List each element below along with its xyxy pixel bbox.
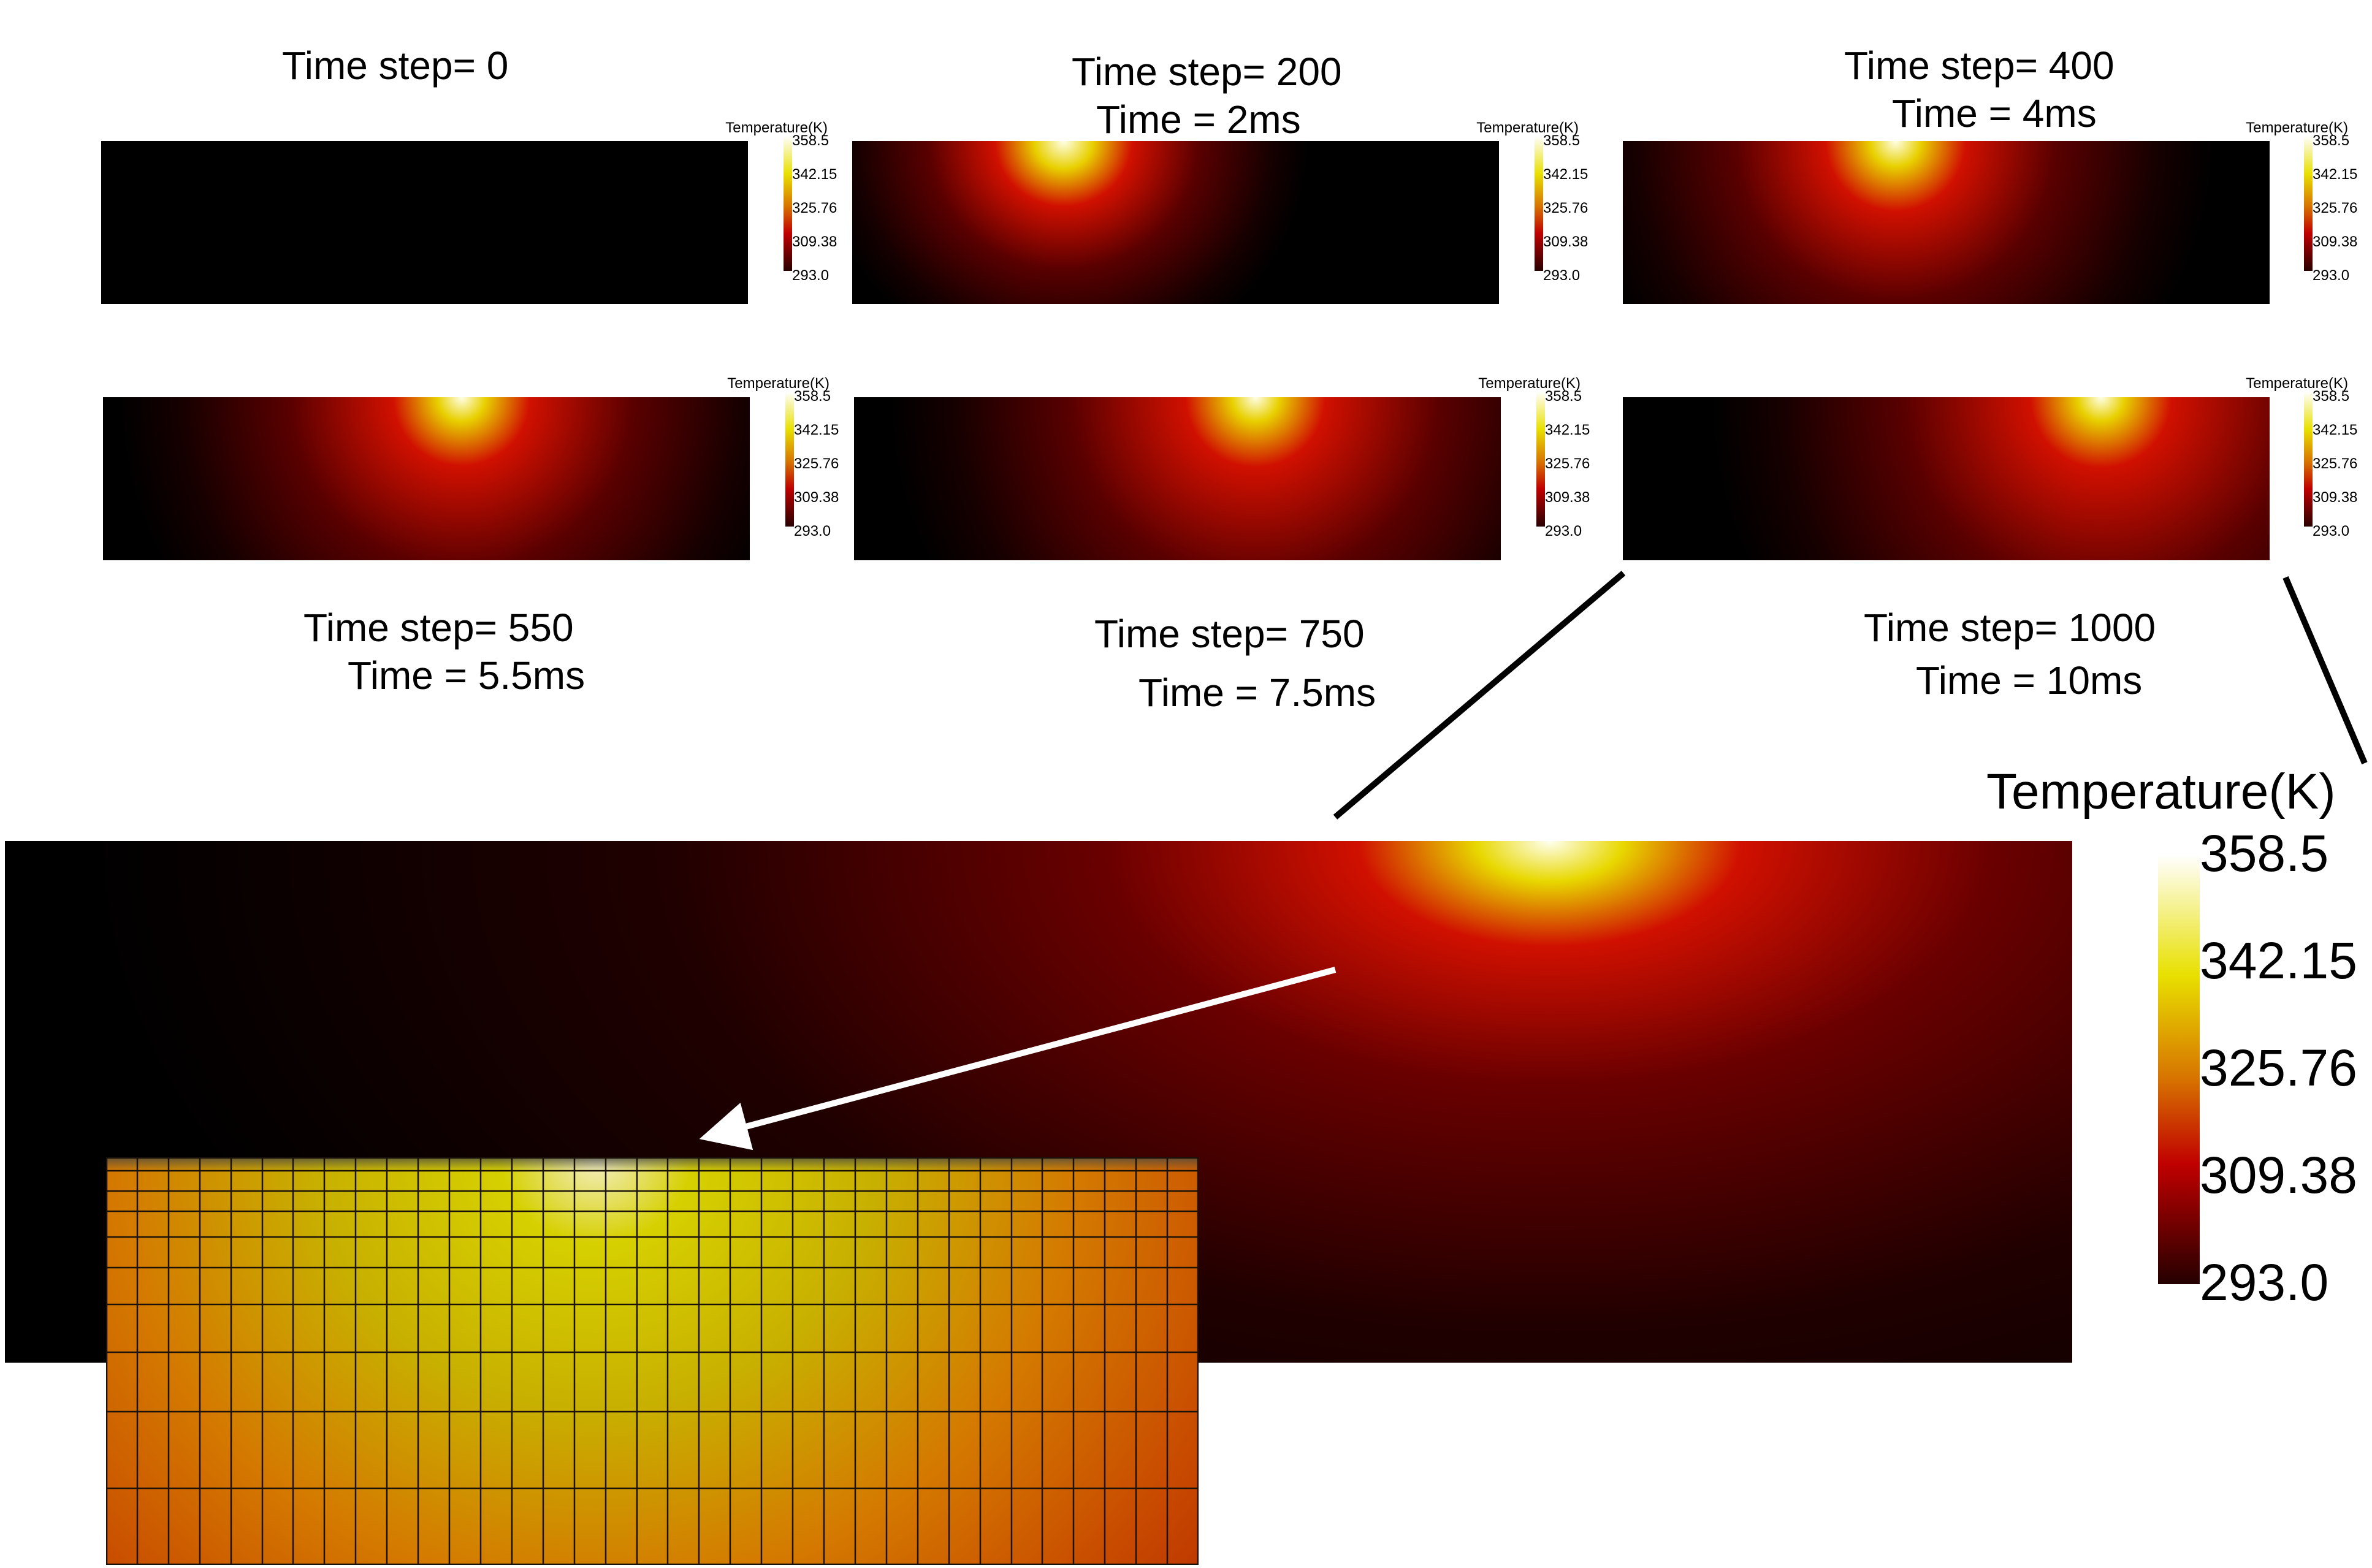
legend-tick: 342.15 bbox=[792, 166, 837, 183]
legend-colorbar bbox=[2304, 392, 2313, 527]
temperature-field bbox=[1623, 141, 2270, 304]
legend-tick: 309.38 bbox=[1543, 234, 1588, 250]
legend-title: Temperature(K) bbox=[1478, 375, 1581, 392]
sim-panel-step-1000 bbox=[1623, 397, 2270, 560]
caption-step-0: Time step= 0 bbox=[282, 42, 508, 89]
legend-tick: 309.38 bbox=[2313, 489, 2358, 506]
legend-tick: 309.38 bbox=[794, 489, 839, 506]
legend-title: Temperature(K) bbox=[727, 375, 829, 392]
legend-title: Temperature(K) bbox=[725, 120, 828, 136]
legend-title: Temperature(K) bbox=[2246, 375, 2348, 392]
legend-colorbar bbox=[785, 392, 794, 527]
legend-colorbar bbox=[784, 136, 792, 271]
legend-tick: 325.76 bbox=[794, 455, 839, 472]
mesh-grid-svg bbox=[105, 1157, 1199, 1566]
mesh-closeup bbox=[105, 1157, 1199, 1566]
color-legend-zoomed: Temperature(K) 358.5 342.15 325.76 309.3… bbox=[1974, 763, 2366, 1315]
legend-tick: 293.0 bbox=[792, 267, 829, 284]
temperature-field bbox=[854, 397, 1501, 560]
sim-panel-step-750 bbox=[854, 397, 1501, 560]
legend-tick: 309.38 bbox=[792, 234, 837, 250]
legend-tick: 342.15 bbox=[1543, 166, 1588, 183]
caption-step-400-line1: Time step= 400 bbox=[1844, 44, 2115, 88]
caption-step-750: Time step= 750 Time = 7.5ms bbox=[1094, 610, 1376, 717]
legend-tick: 342.15 bbox=[794, 422, 839, 438]
legend-tick: 309.38 bbox=[1545, 489, 1590, 506]
legend-colorbar bbox=[2158, 855, 2200, 1284]
legend-colorbar bbox=[1536, 392, 1545, 527]
legend-tick: 325.76 bbox=[1543, 200, 1588, 216]
caption-step-550-line2: Time = 5.5ms bbox=[348, 653, 585, 698]
legend-tick: 342.15 bbox=[1545, 422, 1590, 438]
sim-panel-step-0 bbox=[101, 141, 748, 304]
zoom-connector-line-left bbox=[1333, 571, 1626, 820]
legend-title: Temperature(K) bbox=[1986, 764, 2336, 820]
temperature-field bbox=[852, 141, 1499, 304]
temperature-field bbox=[1623, 397, 2270, 560]
zoom-connector-line-right bbox=[2282, 576, 2368, 764]
legend-title: Temperature(K) bbox=[1476, 120, 1579, 136]
legend-tick: 293.0 bbox=[1543, 267, 1581, 284]
caption-step-200-line1: Time step= 200 bbox=[1072, 50, 1342, 94]
legend-colorbar bbox=[1535, 136, 1543, 271]
legend-tick: 358.5 bbox=[2313, 132, 2350, 149]
caption-step-1000-line2: Time = 10ms bbox=[1916, 658, 2143, 702]
legend-tick: 325.76 bbox=[1545, 455, 1590, 472]
legend-colorbar bbox=[2304, 136, 2313, 271]
caption-step-400: Time step= 400 Time = 4ms bbox=[1844, 42, 2115, 137]
color-legend-step-1000: Temperature(K) 358.5 342.15 325.76 309.3… bbox=[2246, 375, 2372, 553]
legend-tick: 342.15 bbox=[2200, 932, 2357, 989]
legend-tick: 325.76 bbox=[2200, 1039, 2357, 1097]
caption-step-750-line2: Time = 7.5ms bbox=[1138, 671, 1376, 715]
legend-tick: 293.0 bbox=[2313, 267, 2350, 284]
sim-panel-step-400 bbox=[1623, 141, 2270, 304]
legend-tick: 309.38 bbox=[2200, 1146, 2357, 1204]
caption-step-550: Time step= 550 Time = 5.5ms bbox=[303, 604, 585, 699]
color-legend-step-400: Temperature(K) 358.5 342.15 325.76 309.3… bbox=[2246, 120, 2372, 297]
legend-tick: 358.5 bbox=[2313, 388, 2350, 405]
color-legend-step-200: Temperature(K) 358.5 342.15 325.76 309.3… bbox=[1476, 120, 1625, 297]
legend-tick: 358.5 bbox=[792, 132, 829, 149]
color-legend-step-0: Temperature(K) 358.5 342.15 325.76 309.3… bbox=[725, 120, 874, 297]
caption-step-550-line1: Time step= 550 bbox=[303, 606, 574, 650]
caption-step-1000: Time step= 1000 Time = 10ms bbox=[1864, 604, 2156, 704]
legend-tick: 358.5 bbox=[794, 388, 831, 405]
caption-step-200: Time step= 200 Time = 2ms bbox=[1072, 48, 1342, 143]
legend-tick: 358.5 bbox=[2200, 824, 2329, 882]
legend-tick: 325.76 bbox=[792, 200, 837, 216]
legend-tick: 358.5 bbox=[1545, 388, 1582, 405]
legend-tick: 293.0 bbox=[1545, 523, 1582, 539]
legend-tick: 342.15 bbox=[2313, 166, 2358, 183]
legend-tick: 325.76 bbox=[2313, 200, 2358, 216]
legend-title: Temperature(K) bbox=[2246, 120, 2348, 136]
temperature-field bbox=[103, 397, 750, 560]
caption-step-0-line1: Time step= 0 bbox=[282, 44, 509, 88]
color-legend-step-750: Temperature(K) 358.5 342.15 325.76 309.3… bbox=[1478, 375, 1626, 553]
caption-step-750-line1: Time step= 750 bbox=[1094, 612, 1365, 656]
caption-step-1000-line1: Time step= 1000 bbox=[1864, 606, 2156, 650]
color-legend-step-550: Temperature(K) 358.5 342.15 325.76 309.3… bbox=[727, 375, 875, 553]
sim-panel-step-550 bbox=[103, 397, 750, 560]
legend-tick: 342.15 bbox=[2313, 422, 2358, 438]
caption-step-400-line2: Time = 4ms bbox=[1892, 91, 2097, 135]
legend-tick: 325.76 bbox=[2313, 455, 2358, 472]
legend-tick: 309.38 bbox=[2313, 234, 2358, 250]
legend-tick: 358.5 bbox=[1543, 132, 1581, 149]
sim-panel-step-200 bbox=[852, 141, 1499, 304]
legend-tick: 293.0 bbox=[794, 523, 831, 539]
caption-step-200-line2: Time = 2ms bbox=[1096, 97, 1301, 142]
temperature-field bbox=[101, 141, 748, 304]
legend-tick: 293.0 bbox=[2200, 1254, 2329, 1311]
legend-tick: 293.0 bbox=[2313, 523, 2350, 539]
